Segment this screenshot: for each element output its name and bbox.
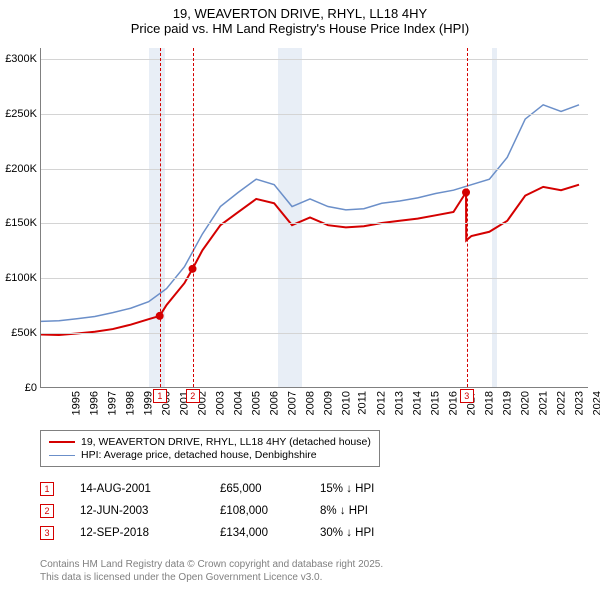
series-line [41, 105, 579, 322]
x-axis-label: 2014 [412, 391, 424, 415]
title-subtitle: Price paid vs. HM Land Registry's House … [0, 21, 600, 36]
x-axis-label: 1997 [106, 391, 118, 415]
x-axis-label: 2022 [556, 391, 568, 415]
y-axis-label: £150K [5, 217, 37, 229]
x-axis-label: 2011 [357, 391, 369, 415]
legend-row: HPI: Average price, detached house, Denb… [49, 449, 371, 461]
footer-attribution: Contains HM Land Registry data © Crown c… [40, 558, 383, 584]
events-table: 1 14-AUG-2001£65,00015% ↓ HPI 2 12-JUN-2003… [40, 478, 420, 544]
grid-line [41, 333, 588, 334]
y-axis-label: £250K [5, 108, 37, 120]
event-price: £108,000 [220, 505, 320, 517]
x-axis-label: 2009 [322, 391, 334, 415]
x-axis-label: 2013 [394, 391, 406, 415]
title-address: 19, WEAVERTON DRIVE, RHYL, LL18 4HY [0, 6, 600, 21]
y-axis-label: £0 [25, 382, 37, 394]
grid-line [41, 223, 588, 224]
x-axis-label: 2021 [538, 391, 550, 415]
event-date: 12-SEP-2018 [80, 527, 220, 539]
x-axis-label: 2024 [592, 391, 600, 415]
event-marker-line [160, 48, 161, 387]
footer-line1: Contains HM Land Registry data © Crown c… [40, 558, 383, 571]
event-marker-number: 1 [153, 389, 167, 403]
event-marker-line [467, 48, 468, 387]
x-axis-label: 2004 [232, 391, 244, 415]
series-line [41, 185, 579, 335]
x-axis-label: 2008 [304, 391, 316, 415]
event-row: 3 12-SEP-2018£134,00030% ↓ HPI [40, 522, 420, 544]
chart-container: 19, WEAVERTON DRIVE, RHYL, LL18 4HY Pric… [0, 0, 600, 590]
x-axis-label: 2003 [214, 391, 226, 415]
x-axis-label: 2012 [376, 391, 388, 415]
legend-label: 19, WEAVERTON DRIVE, RHYL, LL18 4HY (det… [81, 436, 371, 448]
x-axis-label: 2018 [484, 391, 496, 415]
y-axis-label: £50K [11, 327, 37, 339]
x-axis-label: 2016 [448, 391, 460, 415]
event-date: 14-AUG-2001 [80, 483, 220, 495]
grid-line [41, 114, 588, 115]
event-delta: 30% ↓ HPI [320, 527, 420, 539]
event-date: 12-JUN-2003 [80, 505, 220, 517]
legend-label: HPI: Average price, detached house, Denb… [81, 449, 317, 461]
legend-swatch [49, 455, 75, 456]
event-marker-number: 3 [460, 389, 474, 403]
chart-plot-area: £0£50K£100K£150K£200K£250K£300K199519961… [40, 48, 588, 388]
x-axis-label: 1998 [124, 391, 136, 415]
grid-line [41, 59, 588, 60]
event-delta: 15% ↓ HPI [320, 483, 420, 495]
x-axis-label: 2020 [520, 391, 532, 415]
event-row: 2 12-JUN-2003£108,0008% ↓ HPI [40, 500, 420, 522]
event-marker-line [193, 48, 194, 387]
event-number: 2 [40, 504, 54, 518]
event-price: £65,000 [220, 483, 320, 495]
grid-line [41, 278, 588, 279]
event-number: 1 [40, 482, 54, 496]
x-axis-label: 2007 [286, 391, 298, 415]
x-axis-label: 1996 [88, 391, 100, 415]
y-axis-label: £300K [5, 53, 37, 65]
x-axis-label: 2023 [574, 391, 586, 415]
legend-row: 19, WEAVERTON DRIVE, RHYL, LL18 4HY (det… [49, 436, 371, 448]
chart-svg [41, 48, 588, 387]
x-axis-label: 2005 [250, 391, 262, 415]
event-row: 1 14-AUG-2001£65,00015% ↓ HPI [40, 478, 420, 500]
footer-line2: This data is licensed under the Open Gov… [40, 571, 383, 584]
y-axis-label: £200K [5, 163, 37, 175]
event-marker-number: 2 [186, 389, 200, 403]
x-axis-label: 1995 [70, 391, 82, 415]
event-price: £134,000 [220, 527, 320, 539]
event-number: 3 [40, 526, 54, 540]
x-axis-label: 2015 [430, 391, 442, 415]
x-axis-label: 2019 [502, 391, 514, 415]
legend-swatch [49, 441, 75, 443]
legend: 19, WEAVERTON DRIVE, RHYL, LL18 4HY (det… [40, 430, 380, 467]
title-block: 19, WEAVERTON DRIVE, RHYL, LL18 4HY Pric… [0, 0, 600, 36]
x-axis-label: 2006 [268, 391, 280, 415]
event-delta: 8% ↓ HPI [320, 505, 420, 517]
grid-line [41, 169, 588, 170]
y-axis-label: £100K [5, 272, 37, 284]
x-axis-label: 2010 [340, 391, 352, 415]
